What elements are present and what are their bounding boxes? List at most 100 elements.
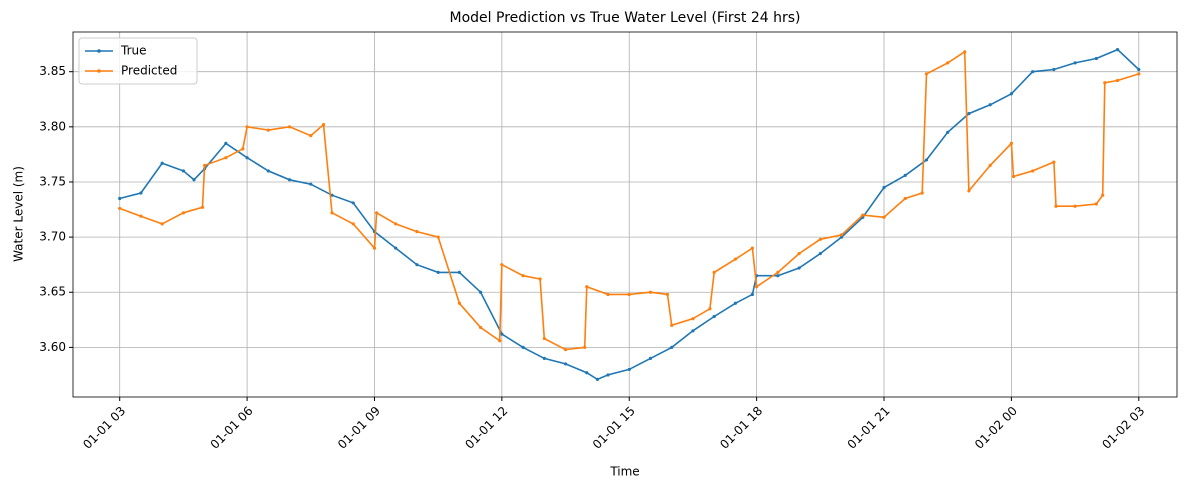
- point: [245, 125, 249, 129]
- point: [648, 356, 653, 361]
- point: [542, 356, 546, 361]
- point: [224, 141, 228, 145]
- point: [287, 178, 292, 182]
- point: [839, 233, 844, 237]
- point: [372, 246, 377, 250]
- point: [542, 336, 546, 341]
- y-axis-label: Water Level (m): [12, 166, 26, 262]
- point: [920, 191, 924, 195]
- point: [457, 270, 461, 274]
- point: [479, 325, 483, 330]
- point: [691, 329, 695, 333]
- point: [670, 323, 674, 327]
- point: [375, 211, 379, 215]
- series-line: [119, 48, 1140, 381]
- point: [192, 178, 196, 182]
- point: [606, 373, 610, 377]
- legend-marker: [97, 69, 101, 73]
- y-tick-label: 3.80: [39, 119, 66, 133]
- point: [818, 237, 822, 241]
- point: [903, 196, 907, 201]
- x-tick-label: 01-01 15: [590, 404, 638, 452]
- point: [946, 61, 950, 65]
- point: [394, 222, 398, 226]
- point: [224, 156, 228, 160]
- point: [988, 163, 992, 168]
- x-tick-label: 01-01 09: [335, 404, 383, 452]
- point: [733, 301, 738, 305]
- point: [321, 123, 326, 127]
- point: [750, 292, 754, 297]
- point: [861, 213, 865, 217]
- chart-title: Model Prediction vs True Water Level (Fi…: [450, 10, 801, 26]
- point: [266, 128, 270, 132]
- point: [733, 257, 738, 261]
- point: [266, 169, 270, 173]
- point: [436, 270, 440, 274]
- point: [479, 290, 483, 294]
- point: [521, 345, 525, 349]
- x-axis-label: Time: [609, 465, 639, 479]
- point: [583, 345, 587, 349]
- point: [750, 246, 754, 250]
- point: [118, 196, 122, 201]
- point: [882, 215, 886, 219]
- point: [1073, 61, 1077, 65]
- point: [436, 235, 440, 239]
- point: [457, 301, 461, 305]
- point: [648, 290, 653, 294]
- point: [1009, 141, 1014, 145]
- point: [924, 72, 929, 76]
- point: [118, 206, 122, 211]
- point: [351, 201, 355, 205]
- y-tick-label: 3.60: [39, 340, 66, 354]
- point: [988, 103, 992, 107]
- point: [500, 332, 504, 336]
- point: [1011, 174, 1016, 179]
- point: [160, 222, 164, 226]
- point: [776, 274, 780, 278]
- y-tick-label: 3.85: [39, 64, 66, 78]
- point: [1103, 81, 1107, 85]
- point: [585, 285, 589, 289]
- point: [415, 263, 419, 267]
- point: [1137, 67, 1141, 72]
- point: [967, 112, 971, 116]
- point: [1031, 169, 1035, 173]
- point: [538, 277, 542, 281]
- point: [627, 292, 631, 297]
- plot-frame: [72, 31, 1178, 398]
- point: [1073, 204, 1077, 208]
- point: [1115, 78, 1120, 83]
- point: [712, 314, 716, 319]
- point: [330, 211, 334, 215]
- point: [665, 292, 670, 297]
- point: [627, 367, 631, 372]
- point: [670, 345, 674, 349]
- point: [1115, 48, 1120, 52]
- point: [181, 169, 185, 173]
- point: [203, 163, 207, 168]
- point: [498, 339, 502, 343]
- point: [595, 377, 600, 381]
- point: [946, 130, 950, 134]
- point: [330, 193, 334, 197]
- point: [181, 211, 185, 215]
- point: [1052, 67, 1056, 72]
- point: [708, 307, 712, 311]
- point: [160, 161, 164, 165]
- point: [1137, 72, 1141, 76]
- point: [500, 263, 504, 267]
- point: [309, 134, 313, 138]
- point: [394, 246, 398, 250]
- point: [797, 252, 801, 256]
- y-tick-label: 3.65: [39, 285, 66, 299]
- x-tick-label: 01-01 12: [462, 404, 510, 452]
- point: [963, 50, 967, 54]
- x-tick-label: 01-01 21: [845, 404, 893, 452]
- x-tick-label: 01-02 00: [972, 404, 1020, 452]
- point: [563, 362, 568, 366]
- point: [606, 292, 610, 297]
- x-tick-label: 01-01 03: [80, 404, 128, 452]
- point: [139, 191, 143, 195]
